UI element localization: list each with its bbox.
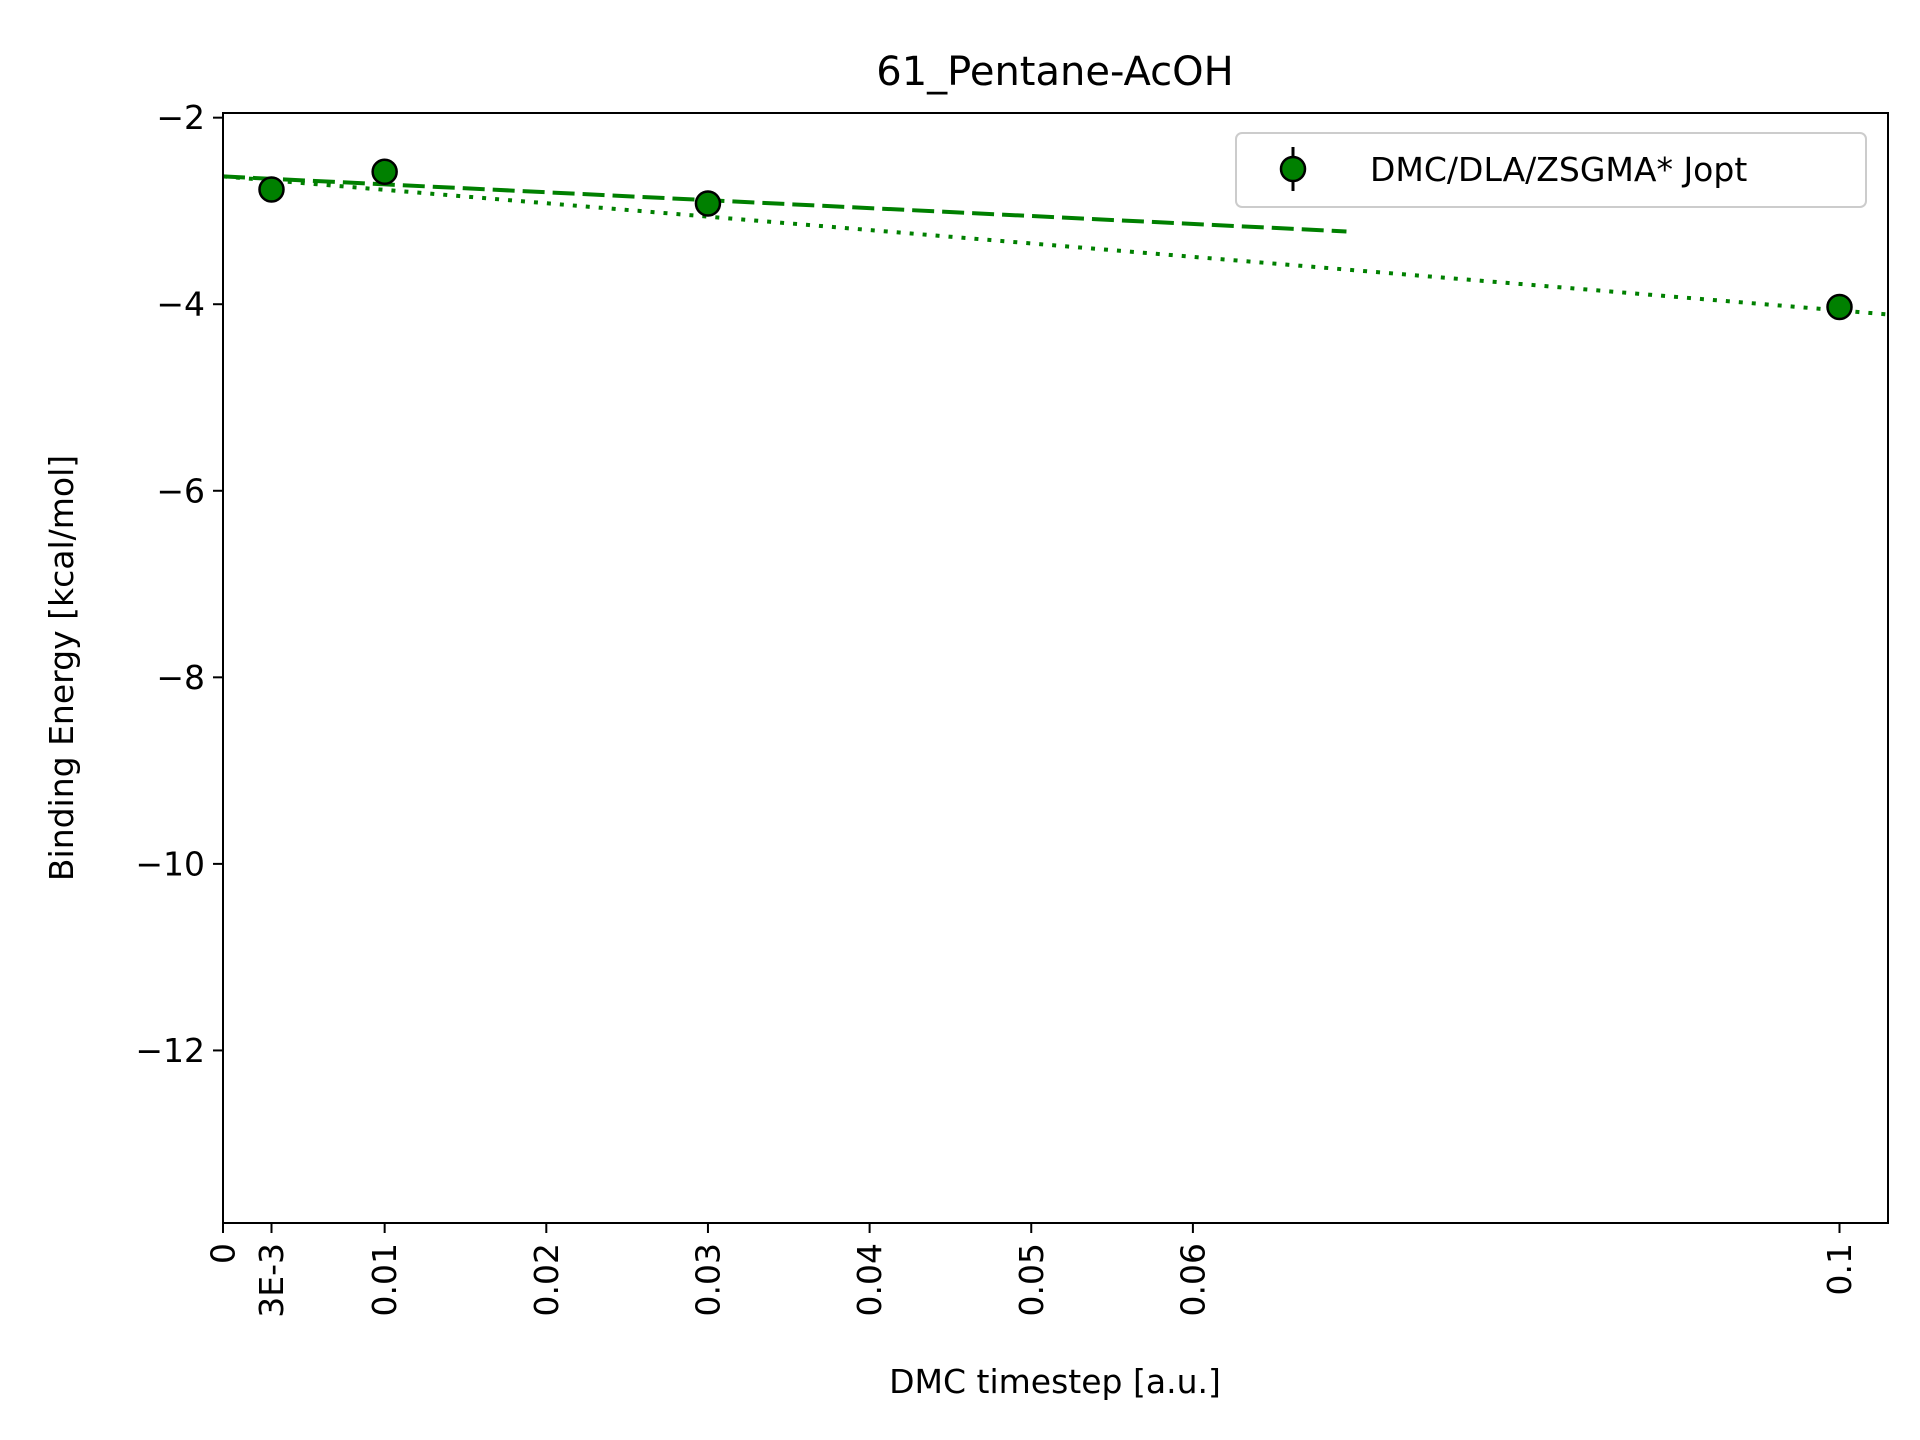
legend: DMC/DLA/ZSGMA* Jopt <box>1235 132 1867 208</box>
fit-line-dotted <box>222 174 1889 317</box>
legend-box <box>1235 132 1867 208</box>
data-point <box>694 190 722 217</box>
legend-marker-icon <box>1279 155 1307 183</box>
x-tick-label: 0.06 <box>1173 1243 1212 1316</box>
x-axis-label: DMC timestep [a.u.] <box>889 1362 1221 1401</box>
x-axis-ticks: 0 3E-3 0.01 0.02 0.03 0.04 0.05 0.06 0.1 <box>204 1223 1859 1318</box>
x-tick-label: 0.02 <box>527 1243 566 1316</box>
fit-line-dashed <box>222 174 1347 234</box>
legend-entry-label: DMC/DLA/ZSGMA* Jopt <box>1370 150 1747 189</box>
y-tick-label: −4 <box>156 285 205 324</box>
y-tick-label: −6 <box>156 471 205 510</box>
data-markers <box>258 158 1853 321</box>
chart-title: 61_Pentane-AcOH <box>876 49 1233 95</box>
x-tick-label: 0.1 <box>1820 1243 1859 1295</box>
plot-frame <box>222 112 1889 1224</box>
y-axis-label: Binding Energy [kcal/mol] <box>42 455 81 881</box>
x-tick-label: 0.05 <box>1012 1243 1051 1316</box>
x-tick-label: 3E-3 <box>252 1243 291 1318</box>
y-axis-ticks: −2 −4 −6 −8 −10 −12 <box>135 98 223 1070</box>
fit-lines <box>222 174 1889 317</box>
x-tick-label: 0.04 <box>850 1243 889 1316</box>
x-tick-label: 0.01 <box>365 1243 404 1316</box>
y-tick-label: −2 <box>156 98 205 137</box>
data-point <box>258 176 285 203</box>
data-point <box>371 158 398 186</box>
x-tick-label: 0 <box>204 1243 243 1264</box>
y-tick-label: −8 <box>156 658 205 697</box>
y-tick-label: −10 <box>135 844 205 883</box>
plot-background <box>223 113 1888 1223</box>
data-point <box>1826 293 1853 321</box>
y-tick-label: −12 <box>135 1031 205 1070</box>
x-tick-label: 0.03 <box>688 1243 727 1316</box>
